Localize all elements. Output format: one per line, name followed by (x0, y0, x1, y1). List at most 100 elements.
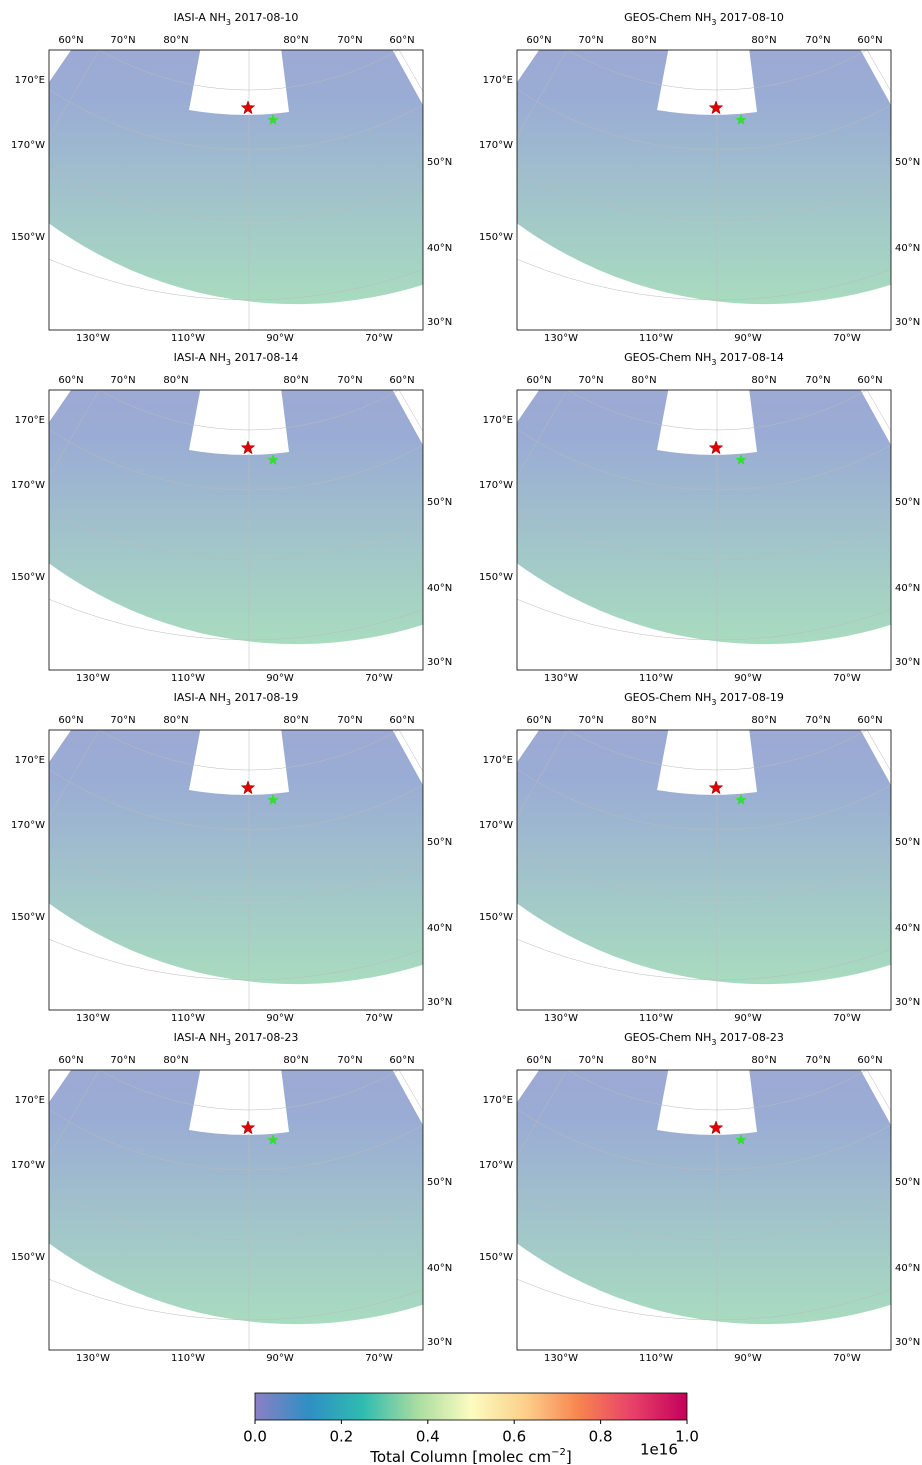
lon-label: 70°W (365, 1013, 393, 1024)
lon-label: 130°W (544, 333, 578, 344)
site-marker-red (240, 780, 256, 795)
lon-label: 150°W (479, 1252, 513, 1263)
title-part: 2017-08-23 (231, 1031, 298, 1044)
graticule (517, 1070, 568, 1157)
lon-label: 170°W (479, 820, 513, 831)
lat-label: 60°N (58, 1055, 83, 1066)
map (48, 1069, 424, 1351)
lat-label: 30°N (427, 657, 452, 668)
lat-label: 70°N (337, 35, 362, 46)
data-region (517, 50, 891, 305)
lat-label: 50°N (895, 1177, 920, 1188)
data-region (517, 1070, 891, 1325)
lat-label: 60°N (857, 375, 882, 386)
lon-label: 90°W (266, 333, 294, 344)
lon-label: 170°W (479, 480, 513, 491)
graticule (49, 50, 100, 137)
title-part: 3 (711, 358, 716, 367)
lat-label: 70°N (578, 715, 603, 726)
lat-label: 60°N (389, 715, 414, 726)
lon-label: 70°W (833, 673, 861, 684)
site-marker-red (708, 100, 724, 115)
lat-label: 80°N (163, 375, 188, 386)
lon-label: 110°W (639, 1353, 673, 1364)
lat-label: 30°N (427, 997, 452, 1008)
site-marker-green (735, 794, 747, 805)
lat-label: 80°N (283, 1055, 308, 1066)
colorbar-tick-label: 0.6 (502, 1428, 526, 1446)
lon-label: 70°W (365, 673, 393, 684)
lon-label: 70°W (833, 1013, 861, 1024)
lat-label: 70°N (337, 715, 362, 726)
lat-label: 50°N (895, 157, 920, 168)
graticule (49, 1070, 100, 1157)
lat-label: 70°N (805, 35, 830, 46)
lon-label: 150°W (479, 912, 513, 923)
lat-label: 60°N (58, 35, 83, 46)
label-part: ] (566, 1448, 572, 1465)
colorbar-tick-label: 0.8 (589, 1428, 613, 1446)
lat-label: 60°N (389, 1055, 414, 1066)
lat-label: 50°N (427, 157, 452, 168)
lon-label: 170°W (11, 820, 45, 831)
lon-label: 170°E (483, 755, 513, 766)
title-part: 3 (711, 1038, 716, 1047)
lat-label: 70°N (805, 715, 830, 726)
map-frame (516, 729, 892, 1011)
site-marker-green (267, 794, 279, 805)
graticule (517, 50, 568, 137)
void-region (657, 50, 757, 115)
map-content (49, 50, 423, 330)
lat-label: 70°N (110, 715, 135, 726)
lon-label: 150°W (11, 912, 45, 923)
lat-label: 30°N (427, 1337, 452, 1348)
lat-label: 50°N (895, 837, 920, 848)
lon-label: 70°W (365, 1353, 393, 1364)
lat-label: 60°N (389, 375, 414, 386)
lat-label: 30°N (895, 1337, 920, 1348)
lon-label: 170°W (11, 480, 45, 491)
panel-title: GEOS-Chem NH3 2017-08-23 (624, 1031, 784, 1047)
lon-label: 90°W (266, 1013, 294, 1024)
lon-label: 90°W (734, 1013, 762, 1024)
lat-label: 70°N (578, 35, 603, 46)
panel-title: IASI-A NH3 2017-08-10 (174, 11, 299, 27)
lat-label: 30°N (427, 317, 452, 328)
lon-label: 90°W (734, 673, 762, 684)
site-marker-green (735, 1134, 747, 1145)
lat-label: 60°N (857, 35, 882, 46)
lon-label: 170°E (15, 1095, 45, 1106)
lat-label: 80°N (283, 375, 308, 386)
void-region (657, 1070, 757, 1135)
lon-label: 150°W (11, 572, 45, 583)
panel-title: GEOS-Chem NH3 2017-08-14 (624, 351, 784, 367)
title-part: GEOS-Chem NH (624, 11, 711, 24)
lon-label: 110°W (171, 673, 205, 684)
title-part: 3 (226, 698, 231, 707)
site-marker-green (267, 454, 279, 465)
lon-label: 170°E (15, 75, 45, 86)
title-part: IASI-A NH (174, 11, 226, 24)
lat-label: 30°N (895, 997, 920, 1008)
title-part: GEOS-Chem NH (624, 691, 711, 704)
lon-label: 170°E (483, 415, 513, 426)
lat-label: 60°N (526, 375, 551, 386)
lon-label: 110°W (171, 1353, 205, 1364)
void-region (189, 50, 289, 115)
lat-label: 80°N (163, 715, 188, 726)
map (516, 1069, 892, 1351)
lon-label: 170°E (483, 1095, 513, 1106)
data-region (49, 730, 423, 985)
lat-label: 60°N (526, 1055, 551, 1066)
lat-label: 70°N (110, 375, 135, 386)
lat-label: 80°N (631, 1055, 656, 1066)
lon-label: 130°W (76, 333, 110, 344)
site-marker-red (240, 1120, 256, 1135)
site-marker-green (267, 114, 279, 125)
title-part: GEOS-Chem NH (624, 1031, 711, 1044)
site-marker-green (735, 454, 747, 465)
title-part: 2017-08-19 (231, 691, 298, 704)
data-region (49, 50, 423, 305)
void-region (189, 730, 289, 795)
